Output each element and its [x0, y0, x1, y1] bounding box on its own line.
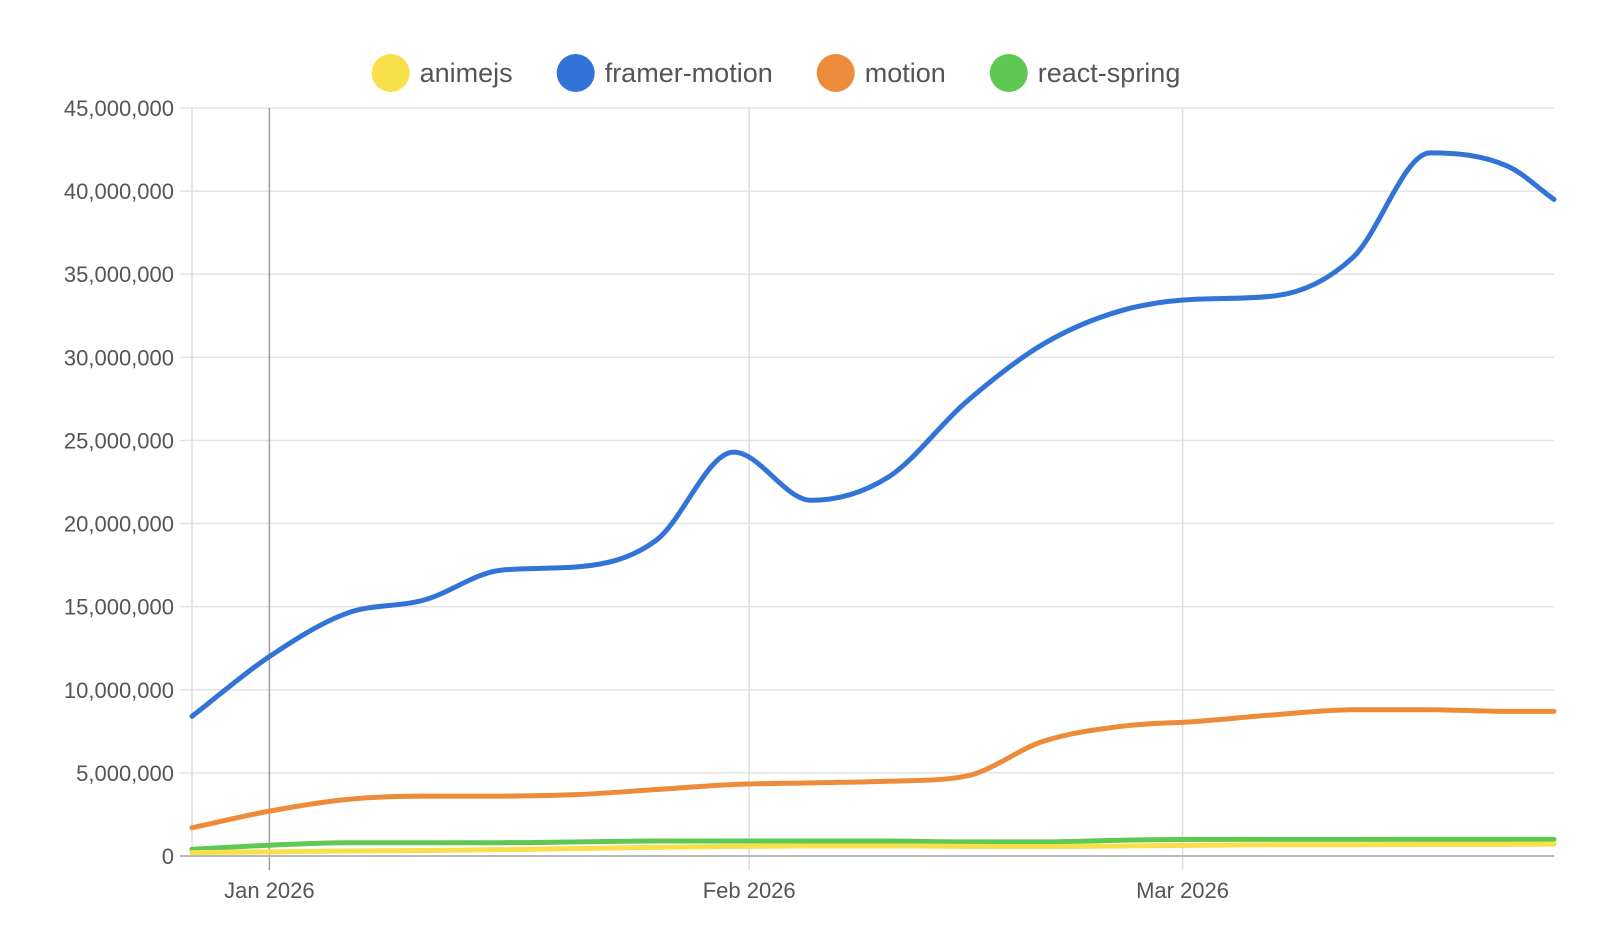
x-tick-label: Feb 2026 [703, 878, 796, 903]
legend-item-motion[interactable]: motion [816, 54, 946, 92]
y-tick-label: 45,000,000 [64, 96, 174, 121]
legend-swatch-animejs [371, 54, 410, 92]
series-line-motion[interactable] [189, 707, 1557, 831]
y-tick-label: 40,000,000 [64, 179, 174, 204]
legend-swatch-motion [816, 54, 855, 92]
x-tick-label: Jan 2026 [224, 878, 315, 903]
legend[interactable]: animejs framer-motion motion react-spring [371, 54, 1181, 92]
y-tick-label: 25,000,000 [64, 428, 174, 453]
series-lines [189, 150, 1557, 856]
y-tick-label: 10,000,000 [64, 678, 174, 703]
legend-item-react-spring[interactable]: react-spring [989, 54, 1181, 92]
series-line-framer-motion[interactable] [189, 150, 1557, 719]
series-line-react-spring[interactable] [189, 836, 1557, 852]
grid [180, 107, 1554, 870]
legend-swatch-react-spring [989, 54, 1028, 92]
y-tick-label: 15,000,000 [64, 595, 174, 620]
axes: 0 5,000,000 10,000,000 15,000,000 20,000,000… [64, 96, 1554, 903]
x-tick-label: Mar 2026 [1136, 878, 1229, 903]
legend-label: framer-motion [605, 58, 773, 88]
legend-item-framer-motion[interactable]: framer-motion [556, 54, 773, 92]
y-tick-label: 35,000,000 [64, 262, 174, 287]
y-tick-label: 0 [162, 844, 174, 869]
legend-label: react-spring [1038, 58, 1181, 88]
legend-label: animejs [420, 58, 513, 88]
y-tick-label: 30,000,000 [64, 345, 174, 370]
legend-label: motion [865, 58, 946, 88]
legend-swatch-framer-motion [556, 54, 595, 92]
series-line-animejs[interactable] [189, 841, 1557, 856]
y-tick-label: 20,000,000 [64, 512, 174, 537]
y-tick-label: 5,000,000 [76, 761, 174, 786]
legend-item-animejs[interactable]: animejs [371, 54, 513, 92]
